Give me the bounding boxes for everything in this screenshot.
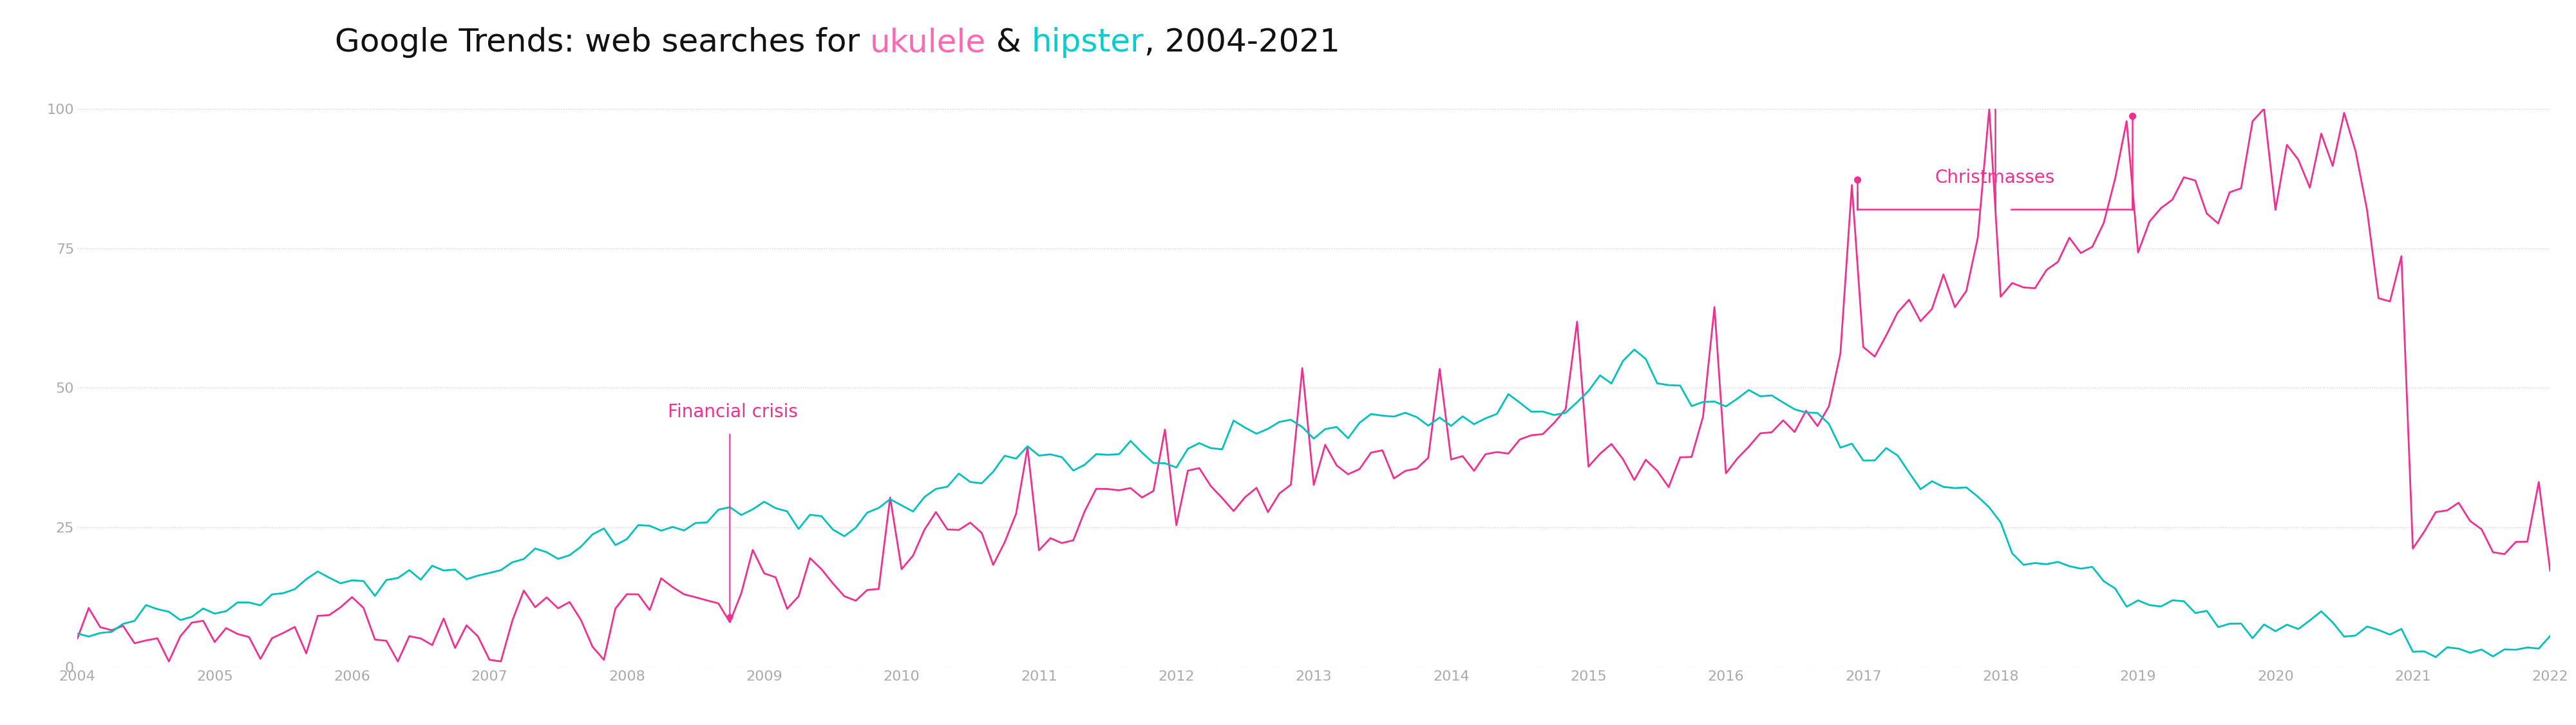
Text: hipster: hipster (1030, 27, 1144, 58)
Text: Google Trends: web searches for: Google Trends: web searches for (335, 27, 871, 58)
Text: , 2004-2021: , 2004-2021 (1144, 27, 1340, 58)
Text: Christmasses: Christmasses (1935, 169, 2056, 187)
Text: Financial crisis: Financial crisis (667, 403, 799, 421)
Text: &: & (987, 27, 1030, 58)
Text: ukulele: ukulele (871, 27, 987, 58)
